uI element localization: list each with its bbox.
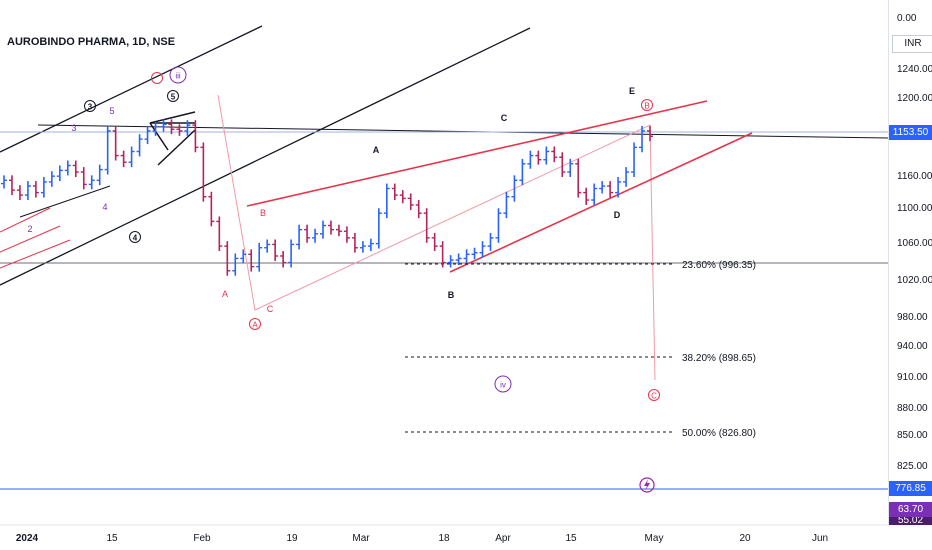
wedge-upper-line[interactable] — [246, 100, 708, 207]
price-axis-label: 910.00 — [897, 372, 928, 383]
wedge-lower-line[interactable] — [449, 132, 753, 273]
triangle-diag[interactable] — [157, 129, 196, 166]
price-axis-label: 1060.00 — [897, 238, 932, 249]
price-axis-label: 1100.00 — [897, 203, 932, 214]
channel-lower-line[interactable] — [0, 27, 531, 286]
price-axis[interactable]: 0.00 1240.00 1200.00 1160.00 1100.00 106… — [888, 0, 932, 525]
symbol-title: AUROBINDO PHARMA, 1D, NSE — [7, 36, 176, 48]
price-axis-label: 940.00 — [897, 341, 928, 352]
price-axis-label: 1160.00 — [897, 171, 932, 182]
red-channel-1 — [0, 207, 51, 233]
price-axis-label: 1200.00 — [897, 93, 932, 104]
red-zigzag[interactable] — [217, 94, 656, 381]
red-channel-2 — [0, 225, 61, 253]
channel-upper-line[interactable] — [0, 25, 263, 153]
price-axis-label: 880.00 — [897, 403, 928, 414]
price-axis-labels: 0.00 1240.00 1200.00 1160.00 1100.00 106… — [897, 13, 932, 472]
price-axis-label: 1240.00 — [897, 64, 932, 75]
price-axis-label: 980.00 — [897, 312, 928, 323]
purple-value-tag: 63.70 — [889, 502, 932, 517]
blue-level-tag: 776.85 — [889, 481, 932, 496]
price-axis-label: 850.00 — [897, 430, 928, 441]
dark-value-tag: 55.02 — [889, 517, 932, 525]
triangle-upper[interactable] — [149, 111, 196, 124]
currency-button[interactable]: INR — [892, 35, 932, 53]
drawing-layer[interactable] — [0, 25, 889, 490]
price-axis-label: 1020.00 — [897, 275, 932, 286]
last-price-tag: 1153.50 — [889, 125, 932, 140]
wave-channel-line[interactable] — [19, 185, 111, 218]
triangle-left[interactable] — [149, 122, 169, 151]
price-axis-label: 0.00 — [897, 13, 917, 24]
price-axis-label: 825.00 — [897, 461, 928, 472]
price-bars — [1, 119, 653, 276]
red-channel-3 — [0, 239, 71, 269]
